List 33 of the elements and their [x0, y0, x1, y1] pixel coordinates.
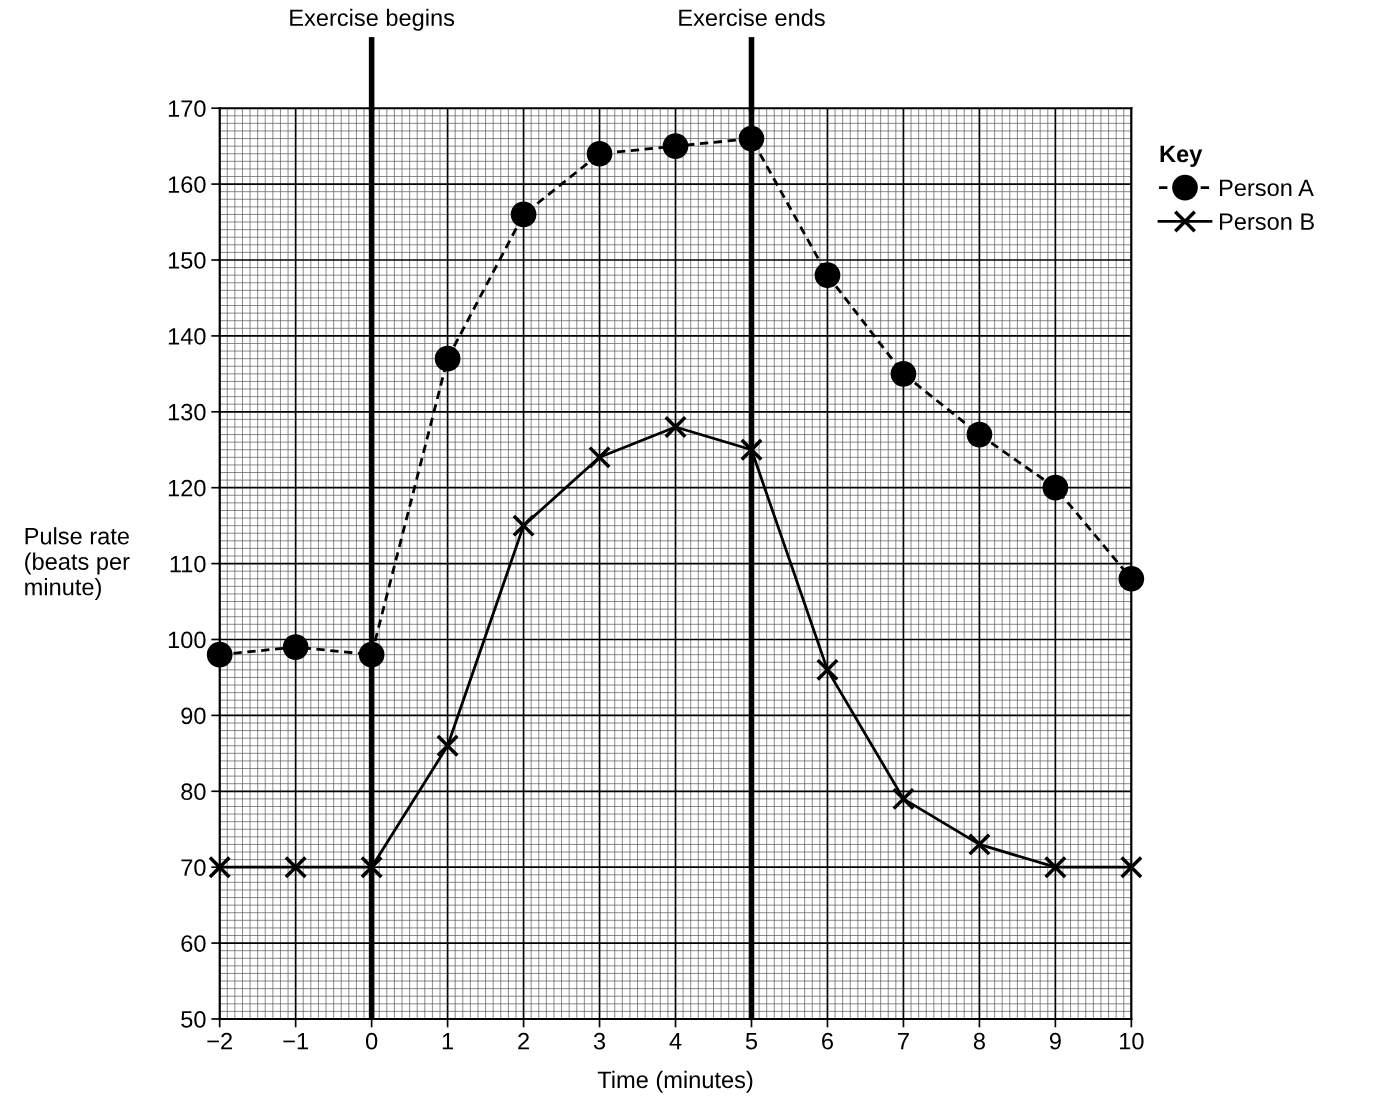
legend-label: Person B — [1219, 213, 1314, 230]
y-tick-label: 60 — [181, 935, 206, 952]
legend-title: Key — [1160, 145, 1203, 167]
y-tick-label: 110 — [170, 555, 206, 573]
y-tick-label: 160 — [168, 176, 206, 193]
x-tick-label: 10 — [1120, 1032, 1144, 1050]
x-tick-label: −1 — [283, 1033, 308, 1050]
x-tick-label: 0 — [365, 1032, 378, 1050]
x-tick-label: 6 — [822, 1032, 833, 1050]
x-tick-label: 2 — [518, 1032, 529, 1050]
x-axis-title: Time (minutes) — [597, 1070, 753, 1093]
y-tick-label: 50 — [181, 1011, 206, 1028]
x-tick-label: 8 — [973, 1032, 985, 1050]
x-tick-label: −2 — [207, 1032, 232, 1050]
x-tick-label: 7 — [898, 1033, 909, 1050]
y-axis-title: Pulse rate (beats per minute) — [25, 527, 130, 601]
x-tick-label: 9 — [1049, 1032, 1061, 1050]
y-tick-label: 120 — [168, 479, 206, 497]
legend-label: Person A — [1219, 179, 1314, 197]
y-tick-label: 150 — [168, 252, 206, 269]
x-tick-label: 4 — [669, 1033, 682, 1050]
x-tick-label: 1 — [442, 1033, 454, 1050]
y-tick-label: 130 — [168, 403, 206, 421]
y-tick-label: 70 — [181, 859, 206, 876]
y-tick-label: 170 — [168, 100, 206, 117]
x-tick-label: 3 — [593, 1032, 606, 1050]
y-tick-label: 100 — [168, 631, 206, 649]
ref-line-label: Exercise begins — [290, 8, 455, 31]
y-tick-label: 90 — [181, 707, 206, 725]
y-tick-label: 80 — [181, 783, 206, 801]
y-tick-label: 140 — [168, 327, 206, 345]
x-tick-label: 5 — [745, 1033, 758, 1050]
ref-line-label: Exercise ends — [679, 8, 825, 27]
